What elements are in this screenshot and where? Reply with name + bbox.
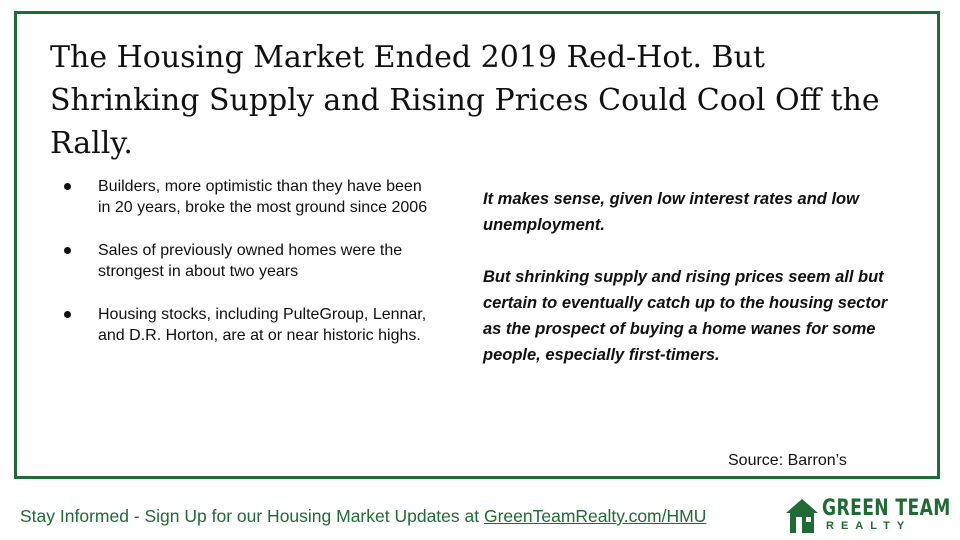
logo-subtitle: REALTY — [826, 520, 912, 532]
bullet-list: Builders, more optimistic than they have… — [58, 176, 428, 368]
green-team-logo[interactable]: GREEN TEAM REALTY — [784, 497, 950, 535]
bullet-icon — [64, 183, 71, 190]
bullet-text: Sales of previously owned homes were the… — [98, 242, 403, 280]
bullet-text: Builders, more optimistic than they have… — [98, 178, 428, 216]
quote-block: It makes sense, given low interest rates… — [483, 186, 903, 394]
list-item: Builders, more optimistic than they have… — [58, 176, 428, 218]
list-item: Housing stocks, including PulteGroup, Le… — [58, 304, 428, 346]
logo-name: GREEN TEAM — [822, 496, 951, 521]
bullet-text: Housing stocks, including PulteGroup, Le… — [98, 306, 427, 344]
bullet-icon — [64, 311, 71, 318]
quote-paragraph-2: But shrinking supply and rising prices s… — [483, 268, 888, 364]
list-item: Sales of previously owned homes were the… — [58, 240, 428, 282]
content-frame — [14, 11, 940, 479]
footer-text: Stay Informed - Sign Up for our Housing … — [20, 506, 484, 526]
source-citation: Source: Barron’s — [728, 452, 847, 469]
footer-cta: Stay Informed - Sign Up for our Housing … — [20, 506, 706, 527]
signup-link[interactable]: GreenTeamRealty.com/HMU — [483, 506, 707, 526]
house-icon — [786, 499, 818, 533]
page-title: The Housing Market Ended 2019 Red-Hot. B… — [50, 40, 880, 161]
quote-paragraph-1: It makes sense, given low interest rates… — [483, 190, 859, 234]
bullet-icon — [64, 247, 71, 254]
